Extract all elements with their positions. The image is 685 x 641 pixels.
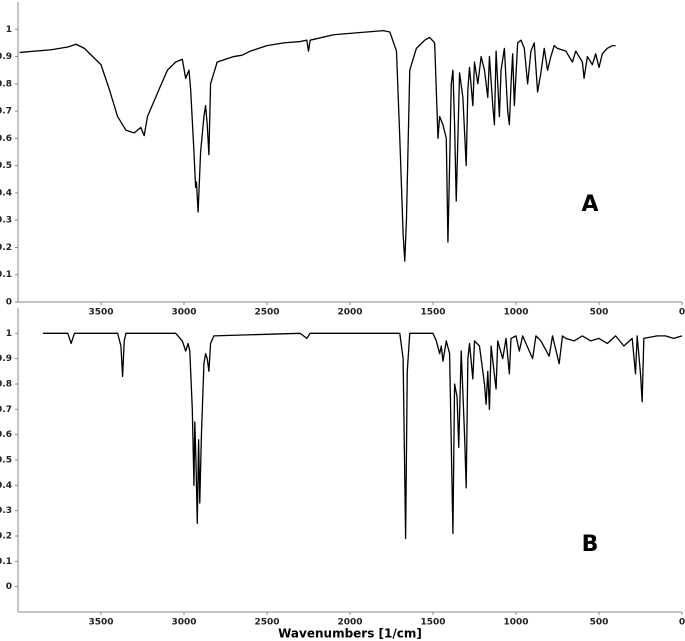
y-tick-label: 0 [6, 298, 12, 308]
x-tick-label: 1500 [420, 308, 445, 318]
x-tick-label: 0 [679, 308, 685, 318]
y-tick-label: 0.7 [0, 107, 12, 117]
x-tick-label: 3500 [88, 618, 113, 628]
y-tick-label: 0.5 [0, 161, 12, 171]
y-tick-label: 1 [6, 25, 12, 35]
y-tick-label: 0.9 [0, 52, 12, 62]
x-tick-label: 500 [590, 618, 609, 628]
x-tick-label: 3000 [171, 618, 196, 628]
y-tick-label: 0.4 [0, 481, 12, 491]
y-tick-label: 0.8 [0, 380, 12, 390]
x-tick-label: 3500 [88, 308, 113, 318]
y-tick-label: 0.5 [0, 456, 12, 466]
y-tick-label: 0.2 [0, 243, 12, 253]
y-tick-label: 0.4 [0, 188, 12, 198]
y-tick-label: 0.7 [0, 405, 12, 415]
panel-label: A [581, 192, 598, 217]
y-tick-label: 0.1 [0, 557, 12, 567]
y-tick-label: 0.8 [0, 79, 12, 89]
y-tick-label: 0.3 [0, 216, 12, 226]
spectrum-line [42, 332, 683, 540]
x-tick-label: 2500 [254, 308, 279, 318]
panel-label: B [582, 532, 599, 557]
y-tick-label: 0.2 [0, 532, 12, 542]
y-tick-label: 1 [6, 329, 12, 339]
y-tick-label: 0.6 [0, 134, 12, 144]
y-tick-label: 0.9 [0, 354, 12, 364]
spectrum-line [19, 29, 616, 262]
x-tick-label: 500 [590, 308, 609, 318]
y-tick-label: 0 [6, 582, 12, 592]
x-tick-label: 2000 [337, 618, 362, 628]
y-tick-label: 0.3 [0, 506, 12, 516]
x-axis-label: Wavenumbers [1/cm] [278, 627, 422, 641]
x-tick-label: 2000 [337, 308, 362, 318]
x-tick-label: 1000 [503, 308, 528, 318]
x-tick-label: 1000 [503, 618, 528, 628]
y-tick-label: 0.6 [0, 430, 12, 440]
x-tick-label: 2500 [254, 618, 279, 628]
x-tick-label: 0 [679, 618, 685, 628]
x-tick-label: 3000 [171, 308, 196, 318]
x-tick-label: 1500 [420, 618, 445, 628]
y-tick-label: 0.1 [0, 270, 12, 280]
